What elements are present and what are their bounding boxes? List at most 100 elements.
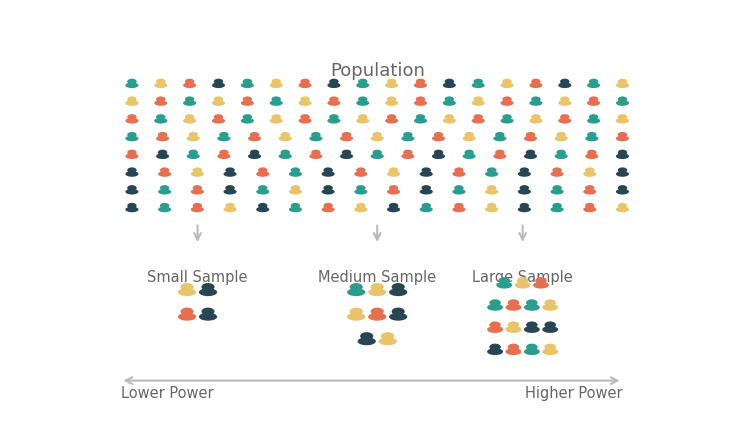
Circle shape: [473, 97, 483, 102]
Ellipse shape: [125, 153, 138, 159]
Ellipse shape: [443, 100, 456, 106]
Circle shape: [434, 132, 443, 137]
Circle shape: [272, 114, 281, 120]
Circle shape: [160, 203, 169, 209]
Ellipse shape: [587, 118, 600, 124]
Ellipse shape: [248, 153, 261, 159]
Ellipse shape: [463, 153, 475, 159]
Ellipse shape: [299, 100, 311, 106]
Ellipse shape: [432, 153, 445, 159]
Ellipse shape: [289, 206, 302, 212]
Ellipse shape: [529, 100, 542, 106]
Ellipse shape: [191, 206, 204, 212]
Circle shape: [291, 167, 300, 173]
Ellipse shape: [183, 82, 197, 88]
Ellipse shape: [558, 118, 571, 124]
Circle shape: [473, 79, 483, 84]
Ellipse shape: [472, 118, 485, 124]
Ellipse shape: [420, 206, 433, 212]
Ellipse shape: [309, 136, 322, 141]
Circle shape: [445, 79, 454, 84]
Text: Higher Power: Higher Power: [525, 386, 623, 401]
Ellipse shape: [289, 171, 302, 177]
Circle shape: [213, 97, 223, 102]
Ellipse shape: [256, 171, 269, 177]
Ellipse shape: [309, 153, 322, 159]
Ellipse shape: [443, 118, 456, 124]
Circle shape: [526, 132, 535, 137]
Ellipse shape: [616, 171, 629, 177]
Circle shape: [618, 167, 627, 173]
Text: Medium Sample: Medium Sample: [318, 270, 436, 285]
Ellipse shape: [199, 288, 217, 296]
Ellipse shape: [199, 313, 217, 321]
Ellipse shape: [155, 82, 167, 88]
Circle shape: [508, 344, 519, 350]
Circle shape: [127, 203, 137, 209]
Circle shape: [585, 185, 595, 191]
Circle shape: [311, 132, 321, 137]
Ellipse shape: [299, 82, 311, 88]
Circle shape: [225, 203, 235, 209]
Circle shape: [503, 79, 512, 84]
Circle shape: [219, 150, 229, 155]
Ellipse shape: [420, 171, 433, 177]
Circle shape: [526, 344, 537, 350]
Circle shape: [422, 203, 431, 209]
Circle shape: [300, 79, 310, 84]
Circle shape: [243, 97, 252, 102]
Circle shape: [250, 132, 259, 137]
Circle shape: [311, 150, 321, 155]
Circle shape: [258, 203, 267, 209]
Circle shape: [403, 150, 413, 155]
Ellipse shape: [356, 118, 369, 124]
Ellipse shape: [387, 206, 400, 212]
Ellipse shape: [248, 136, 261, 141]
Circle shape: [225, 167, 235, 173]
Ellipse shape: [158, 171, 171, 177]
Ellipse shape: [256, 189, 269, 194]
Circle shape: [127, 185, 137, 191]
Ellipse shape: [289, 189, 302, 194]
Ellipse shape: [587, 100, 600, 106]
Ellipse shape: [585, 153, 598, 159]
Circle shape: [618, 79, 627, 84]
Ellipse shape: [616, 206, 629, 212]
Ellipse shape: [322, 189, 335, 194]
Ellipse shape: [354, 206, 367, 212]
Ellipse shape: [551, 206, 564, 212]
Circle shape: [156, 97, 166, 102]
Circle shape: [545, 344, 556, 350]
Ellipse shape: [125, 189, 138, 194]
Ellipse shape: [371, 136, 383, 141]
Circle shape: [422, 185, 431, 191]
Ellipse shape: [487, 304, 503, 311]
Ellipse shape: [156, 153, 169, 159]
Circle shape: [520, 167, 529, 173]
Ellipse shape: [322, 206, 335, 212]
Ellipse shape: [616, 82, 629, 88]
Circle shape: [158, 150, 167, 155]
Ellipse shape: [356, 82, 369, 88]
Ellipse shape: [224, 206, 236, 212]
Ellipse shape: [453, 189, 465, 194]
Ellipse shape: [558, 82, 571, 88]
Ellipse shape: [340, 136, 353, 141]
Ellipse shape: [241, 118, 254, 124]
Circle shape: [300, 114, 310, 120]
Ellipse shape: [583, 171, 596, 177]
Ellipse shape: [518, 189, 531, 194]
Ellipse shape: [500, 100, 514, 106]
Ellipse shape: [347, 288, 365, 296]
Circle shape: [371, 307, 383, 315]
Circle shape: [489, 322, 501, 328]
Circle shape: [487, 167, 496, 173]
Circle shape: [416, 79, 425, 84]
Circle shape: [508, 299, 519, 306]
Ellipse shape: [583, 206, 596, 212]
Circle shape: [280, 150, 290, 155]
Circle shape: [416, 114, 425, 120]
Circle shape: [381, 332, 394, 340]
Ellipse shape: [224, 171, 236, 177]
Circle shape: [416, 97, 425, 102]
